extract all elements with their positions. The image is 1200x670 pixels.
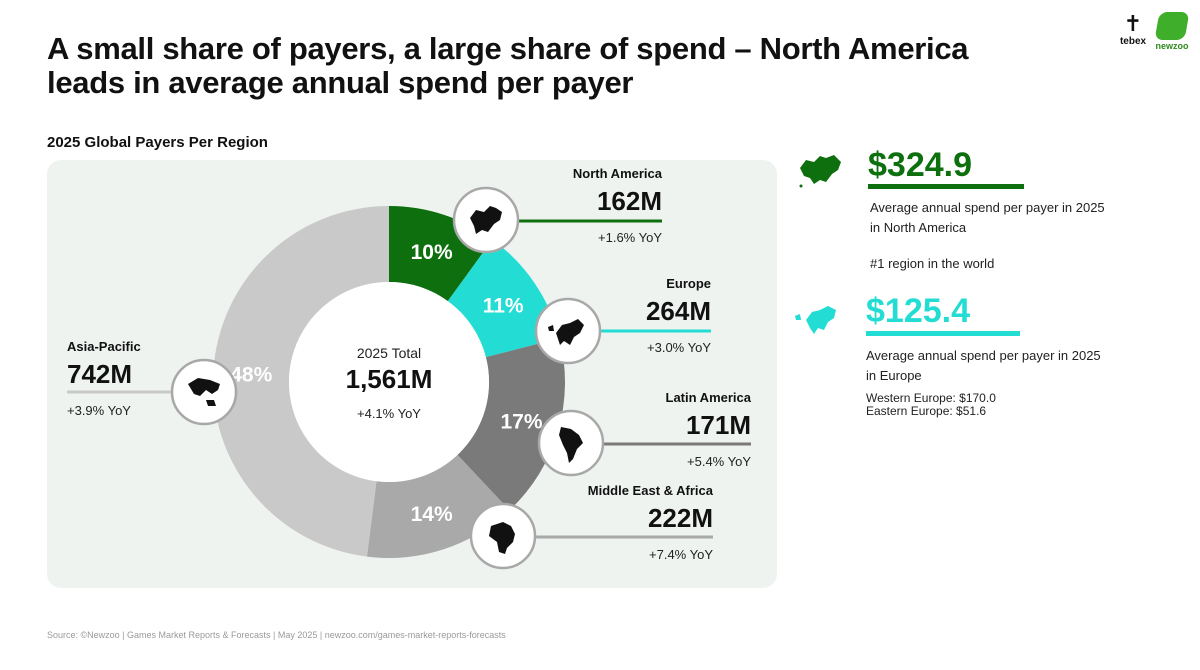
region-payers-middle-east-and-africa: 222M xyxy=(648,503,713,533)
western-europe-spend: Western Europe: $170.0 xyxy=(866,391,996,405)
center-total-value: 1,561M xyxy=(346,364,433,394)
slice-asia-pacific xyxy=(212,206,389,557)
asia-pacific-map-icon xyxy=(188,378,220,406)
tebex-logo-text: tebex xyxy=(1119,36,1147,47)
north-america-rank: #1 region in the world xyxy=(870,256,995,271)
percent-label-middle-east-and-africa: 14% xyxy=(411,503,453,526)
chart-title: 2025 Global Payers Per Region xyxy=(47,134,268,151)
europe-spend-value: $125.4 xyxy=(866,292,970,330)
latin-america-map-icon xyxy=(559,427,583,463)
region-name-latin-america: Latin America xyxy=(666,390,752,405)
percent-label-latin-america: 17% xyxy=(501,411,543,434)
region-name-europe: Europe xyxy=(666,276,711,291)
newzoo-logo: newzoo xyxy=(1154,12,1190,54)
center-total-growth: +4.1% YoY xyxy=(357,406,421,421)
headline: A small share of payers, a large share o… xyxy=(47,31,969,100)
source-note: Source: ©Newzoo | Games Market Reports &… xyxy=(47,630,506,640)
percent-label-asia-pacific: 48% xyxy=(230,363,272,386)
slice-europe xyxy=(447,239,560,358)
europe-map-icon xyxy=(795,306,836,334)
region-name-north-america: North America xyxy=(573,166,663,181)
north-america-spend-description: Average annual spend per payer in 2025 i… xyxy=(870,198,1150,274)
region-payers-asia-pacific: 742M xyxy=(67,359,132,389)
donut-hole xyxy=(289,282,489,482)
europe-map-icon xyxy=(548,319,584,345)
eastern-europe-spend: Eastern Europe: $51.6 xyxy=(866,404,987,418)
region-growth-europe: +3.0% YoY xyxy=(647,340,711,355)
slice-latin-america xyxy=(457,338,566,511)
percent-label-north-america: 10% xyxy=(411,241,453,264)
europe-spend: $125.4 xyxy=(866,292,970,330)
percent-label-europe: 11% xyxy=(483,294,524,317)
region-payers-north-america: 162M xyxy=(597,186,662,216)
north-america-desc-line1: Average annual spend per payer in 2025 xyxy=(870,200,1105,215)
brand-logos: ✝ tebex newzoo xyxy=(1110,12,1190,54)
north-america-spend: $324.9 xyxy=(868,146,972,184)
newzoo-logo-text: newzoo xyxy=(1155,41,1189,51)
africa-map-icon xyxy=(489,522,515,554)
region-growth-asia-pacific: +3.9% YoY xyxy=(67,403,131,418)
region-payers-latin-america: 171M xyxy=(686,410,751,440)
region-growth-latin-america: +5.4% YoY xyxy=(687,454,751,469)
region-name-middle-east-and-africa: Middle East & Africa xyxy=(588,483,714,498)
north-america-map-icon xyxy=(470,206,502,234)
north-america-map-icon xyxy=(799,155,841,188)
north-america-spend-bar xyxy=(868,184,1024,189)
europe-desc-line1: Average annual spend per payer in 2025 xyxy=(866,348,1101,363)
tebex-logo-glyph: ✝ xyxy=(1123,11,1143,36)
tebex-logo: ✝ tebex xyxy=(1116,12,1150,54)
europe-spend-description: Average annual spend per payer in 2025 i… xyxy=(866,346,1156,418)
region-name-asia-pacific: Asia-Pacific xyxy=(67,339,141,354)
region-growth-middle-east-and-africa: +7.4% YoY xyxy=(649,547,713,562)
region-growth-north-america: +1.6% YoY xyxy=(598,230,662,245)
north-america-spend-value: $324.9 xyxy=(868,146,972,184)
europe-desc-line2: in Europe xyxy=(866,368,922,383)
north-america-desc-line2: in North America xyxy=(870,220,967,235)
europe-spend-bar xyxy=(866,331,1020,336)
region-payers-europe: 264M xyxy=(646,296,711,326)
center-total-label: 2025 Total xyxy=(357,345,421,361)
